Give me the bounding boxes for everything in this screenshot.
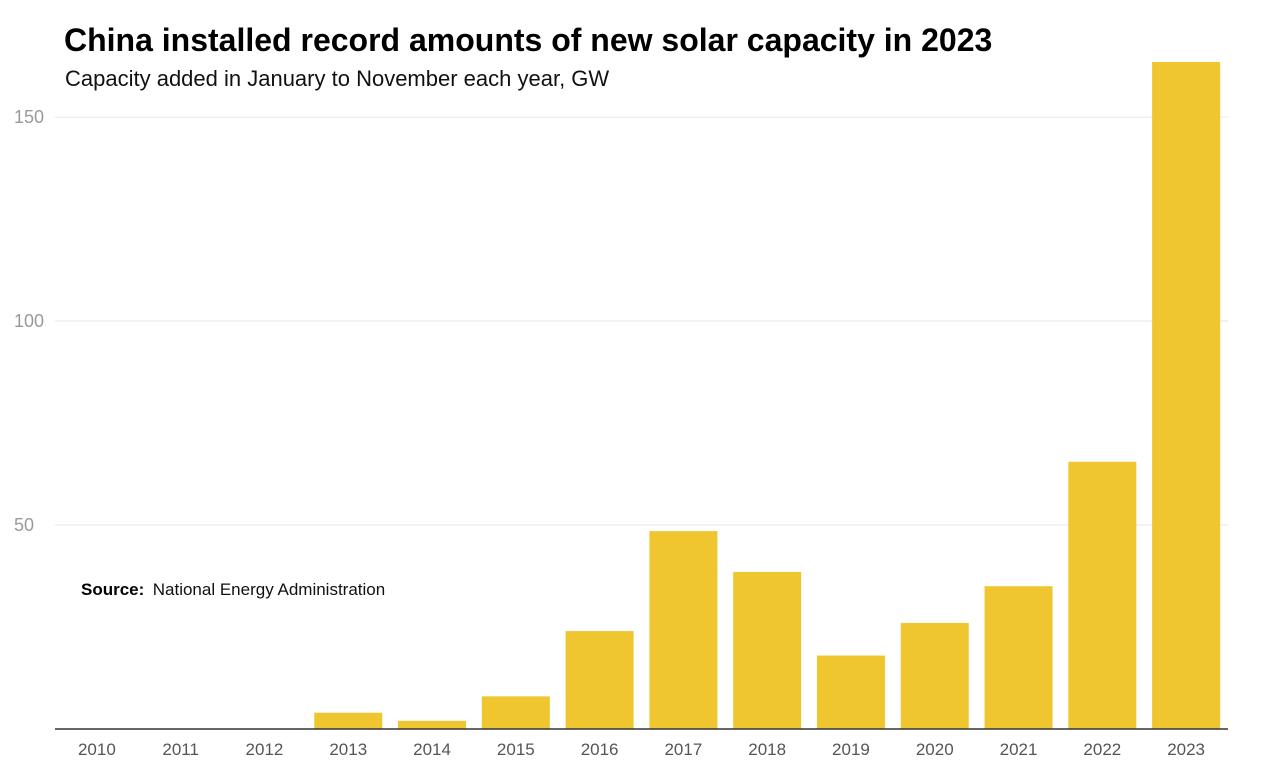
bars (314, 62, 1221, 729)
bar-2022 (1068, 461, 1137, 729)
bar-2018 (733, 571, 802, 729)
x-tick-label-2022: 2022 (1083, 740, 1121, 759)
chart-subtitle: Capacity added in January to November ea… (65, 66, 609, 91)
svg-text:Source: National Energy: Source: National Energy Administration (81, 580, 385, 599)
x-tick-label-2021: 2021 (1000, 740, 1038, 759)
y-axis-ticks: 50 100 150 (14, 107, 44, 535)
x-tick-label-2020: 2020 (916, 740, 954, 759)
source-label: Source: (81, 580, 144, 599)
bar-2015 (481, 696, 550, 729)
bar-2019 (816, 655, 885, 729)
chart-title: China installed record amounts of new so… (64, 22, 992, 58)
bar-2023 (1152, 62, 1221, 729)
x-tick-label-2011: 2011 (162, 740, 199, 759)
x-tick-label-2019: 2019 (832, 740, 870, 759)
source-note: Source: National Energy Administration (81, 580, 385, 599)
x-tick-label-2017: 2017 (664, 740, 702, 759)
y-tick-label: 50 (14, 515, 34, 535)
x-tick-label-2012: 2012 (246, 740, 284, 759)
x-tick-label-2010: 2010 (78, 740, 116, 759)
y-tick-label: 100 (14, 311, 44, 331)
x-tick-label-2023: 2023 (1167, 740, 1205, 759)
bar-2017 (649, 531, 718, 729)
bar-2014 (398, 720, 467, 729)
x-tick-label-2016: 2016 (581, 740, 619, 759)
gridlines (55, 116, 1228, 526)
bar-2016 (565, 631, 634, 729)
x-tick-label-2014: 2014 (413, 740, 451, 759)
x-tick-label-2015: 2015 (497, 740, 535, 759)
bar-2021 (984, 586, 1053, 729)
x-tick-label-2013: 2013 (329, 740, 367, 759)
bar-2013 (314, 712, 383, 729)
source-text: National Energy Administration (153, 580, 385, 599)
y-tick-label: 150 (14, 107, 44, 127)
bar-2020 (900, 622, 969, 729)
x-tick-label-2018: 2018 (748, 740, 786, 759)
x-axis-ticks: 2010 2011 2012 2013 2014 2015 2016 2017 2018 2019… (78, 740, 1205, 759)
